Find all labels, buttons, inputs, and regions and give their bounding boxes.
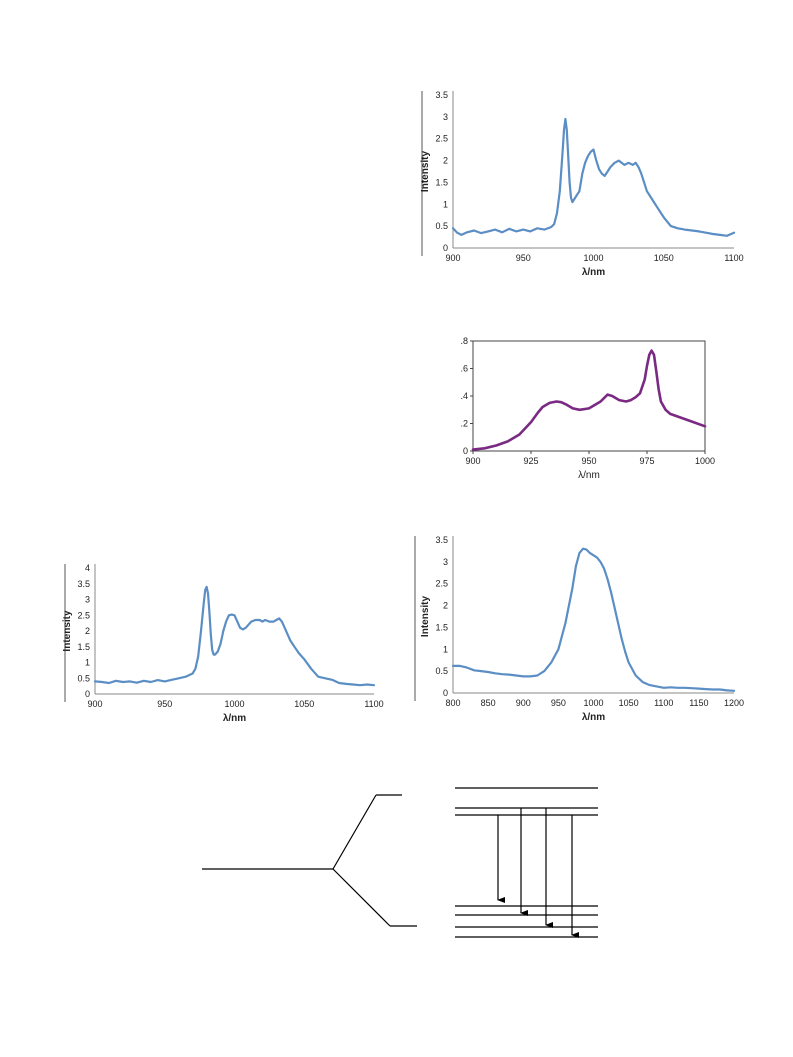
y-tick-label: 3 [443,557,448,567]
x-tick-label: 975 [639,456,654,466]
split-upper-branch [332,794,377,870]
y-tick-label: 3.5 [77,579,90,589]
x-tick-label: 1200 [724,698,744,708]
y-tick-label: 0 [443,243,448,253]
y-axis-label: Intensity [420,596,431,638]
y-tick-label: 0.5 [435,666,448,676]
y-tick-label: 2.5 [435,579,448,589]
y-tick-label: .4 [460,391,468,401]
emission-spectrum-chart-3: 0 0.5 1 1.5 2 2.5 3 3.5 4 900 950 1000 1050 1100 λ/nm I… [55,560,390,730]
spectrum-line-series [451,117,736,237]
spectrum-line-series [451,547,736,692]
chart-4-svg: 0 0.5 1 1.5 2 2.5 3 3.5 800 850 900 950 1000 1050 1100… [414,535,744,723]
y-tick-label: 1 [443,199,448,209]
y-axis-label: Intensity [420,151,431,193]
x-tick-label: 950 [157,699,172,709]
x-tick-label: 950 [581,456,596,466]
x-tick-label: 1050 [654,253,674,263]
spectrum-line-series [93,585,376,687]
y-tick-label: 0.5 [435,221,448,231]
y-tick-label: .6 [460,364,468,374]
x-tick-label: 1050 [294,699,314,709]
y-tick-label: 0 [443,688,448,698]
y-tick-label: 0 [463,446,468,456]
x-tick-label: 1100 [364,699,383,709]
y-tick-label: 3 [85,595,90,605]
chart-3-svg: 0 0.5 1 1.5 2 2.5 3 3.5 4 900 950 1000 1050 1100 λ/nm I… [62,563,384,724]
x-tick-label: 950 [551,698,566,708]
y-tick-label: 0 [85,689,90,699]
x-tick-label: 850 [481,698,496,708]
x-tick-label: 800 [445,698,460,708]
x-axis-label: λ/nm [578,470,600,481]
x-tick-label: 1050 [619,698,639,708]
y-tick-label: 2.5 [435,134,448,144]
x-tick-label: 900 [516,698,531,708]
x-axis-label: λ/nm [223,713,246,724]
chart-1-svg: 0 0.5 1 1.5 2 2.5 3 3.5 900 950 1000 1050 1100 λ/nm In… [420,90,744,278]
y-tick-label: 2.5 [77,610,90,620]
y-tick-label: 2 [443,156,448,166]
y-tick-label: 1 [85,658,90,668]
y-tick-label: .2 [460,419,468,429]
emission-spectrum-chart-1: 0 0.5 1 1.5 2 2.5 3 3.5 900 950 1000 1050 1100 λ/nm In… [405,85,750,290]
y-tick-label: 1 [443,644,448,654]
y-tick-label: 3.5 [435,90,448,100]
y-tick-label: 1.5 [435,177,448,187]
spectrum-line-series [471,349,707,451]
x-tick-label: 925 [523,456,538,466]
x-tick-label: 1000 [583,253,603,263]
x-tick-label: 1000 [224,699,244,709]
x-tick-label: 900 [87,699,102,709]
y-tick-label: 2 [443,601,448,611]
x-tick-label: 1150 [689,698,708,708]
x-tick-label: 1100 [724,253,743,263]
y-tick-label: 1.5 [435,622,448,632]
x-axis-label: λ/nm [582,712,605,723]
y-tick-label: 3.5 [435,535,448,545]
y-tick-label: 4 [85,563,90,573]
y-tick-label: 3 [443,112,448,122]
y-tick-label: 1.5 [77,642,90,652]
x-axis-label: λ/nm [582,267,605,278]
x-tick-label: 900 [445,253,460,263]
split-lower-branch [332,868,391,927]
emission-spectrum-chart-4: 0 0.5 1 1.5 2 2.5 3 3.5 800 850 900 950 1000 1050 1100… [405,535,750,735]
y-tick-label: .8 [460,336,468,346]
x-tick-label: 1000 [583,698,603,708]
x-tick-label: 1000 [695,456,715,466]
chart-2-svg: 0 .2 .4 .6 .8 900 925 950 975 1000 λ/nm [460,336,715,481]
x-tick-label: 900 [465,456,480,466]
y-axis-label: Intensity [62,610,73,652]
x-tick-label: 1100 [654,698,673,708]
emission-spectrum-chart-2: 0 .2 .4 .6 .8 900 925 950 975 1000 λ/nm [440,333,740,483]
y-tick-label: 2 [85,626,90,636]
x-tick-label: 950 [516,253,531,263]
y-tick-label: 0.5 [77,673,90,683]
